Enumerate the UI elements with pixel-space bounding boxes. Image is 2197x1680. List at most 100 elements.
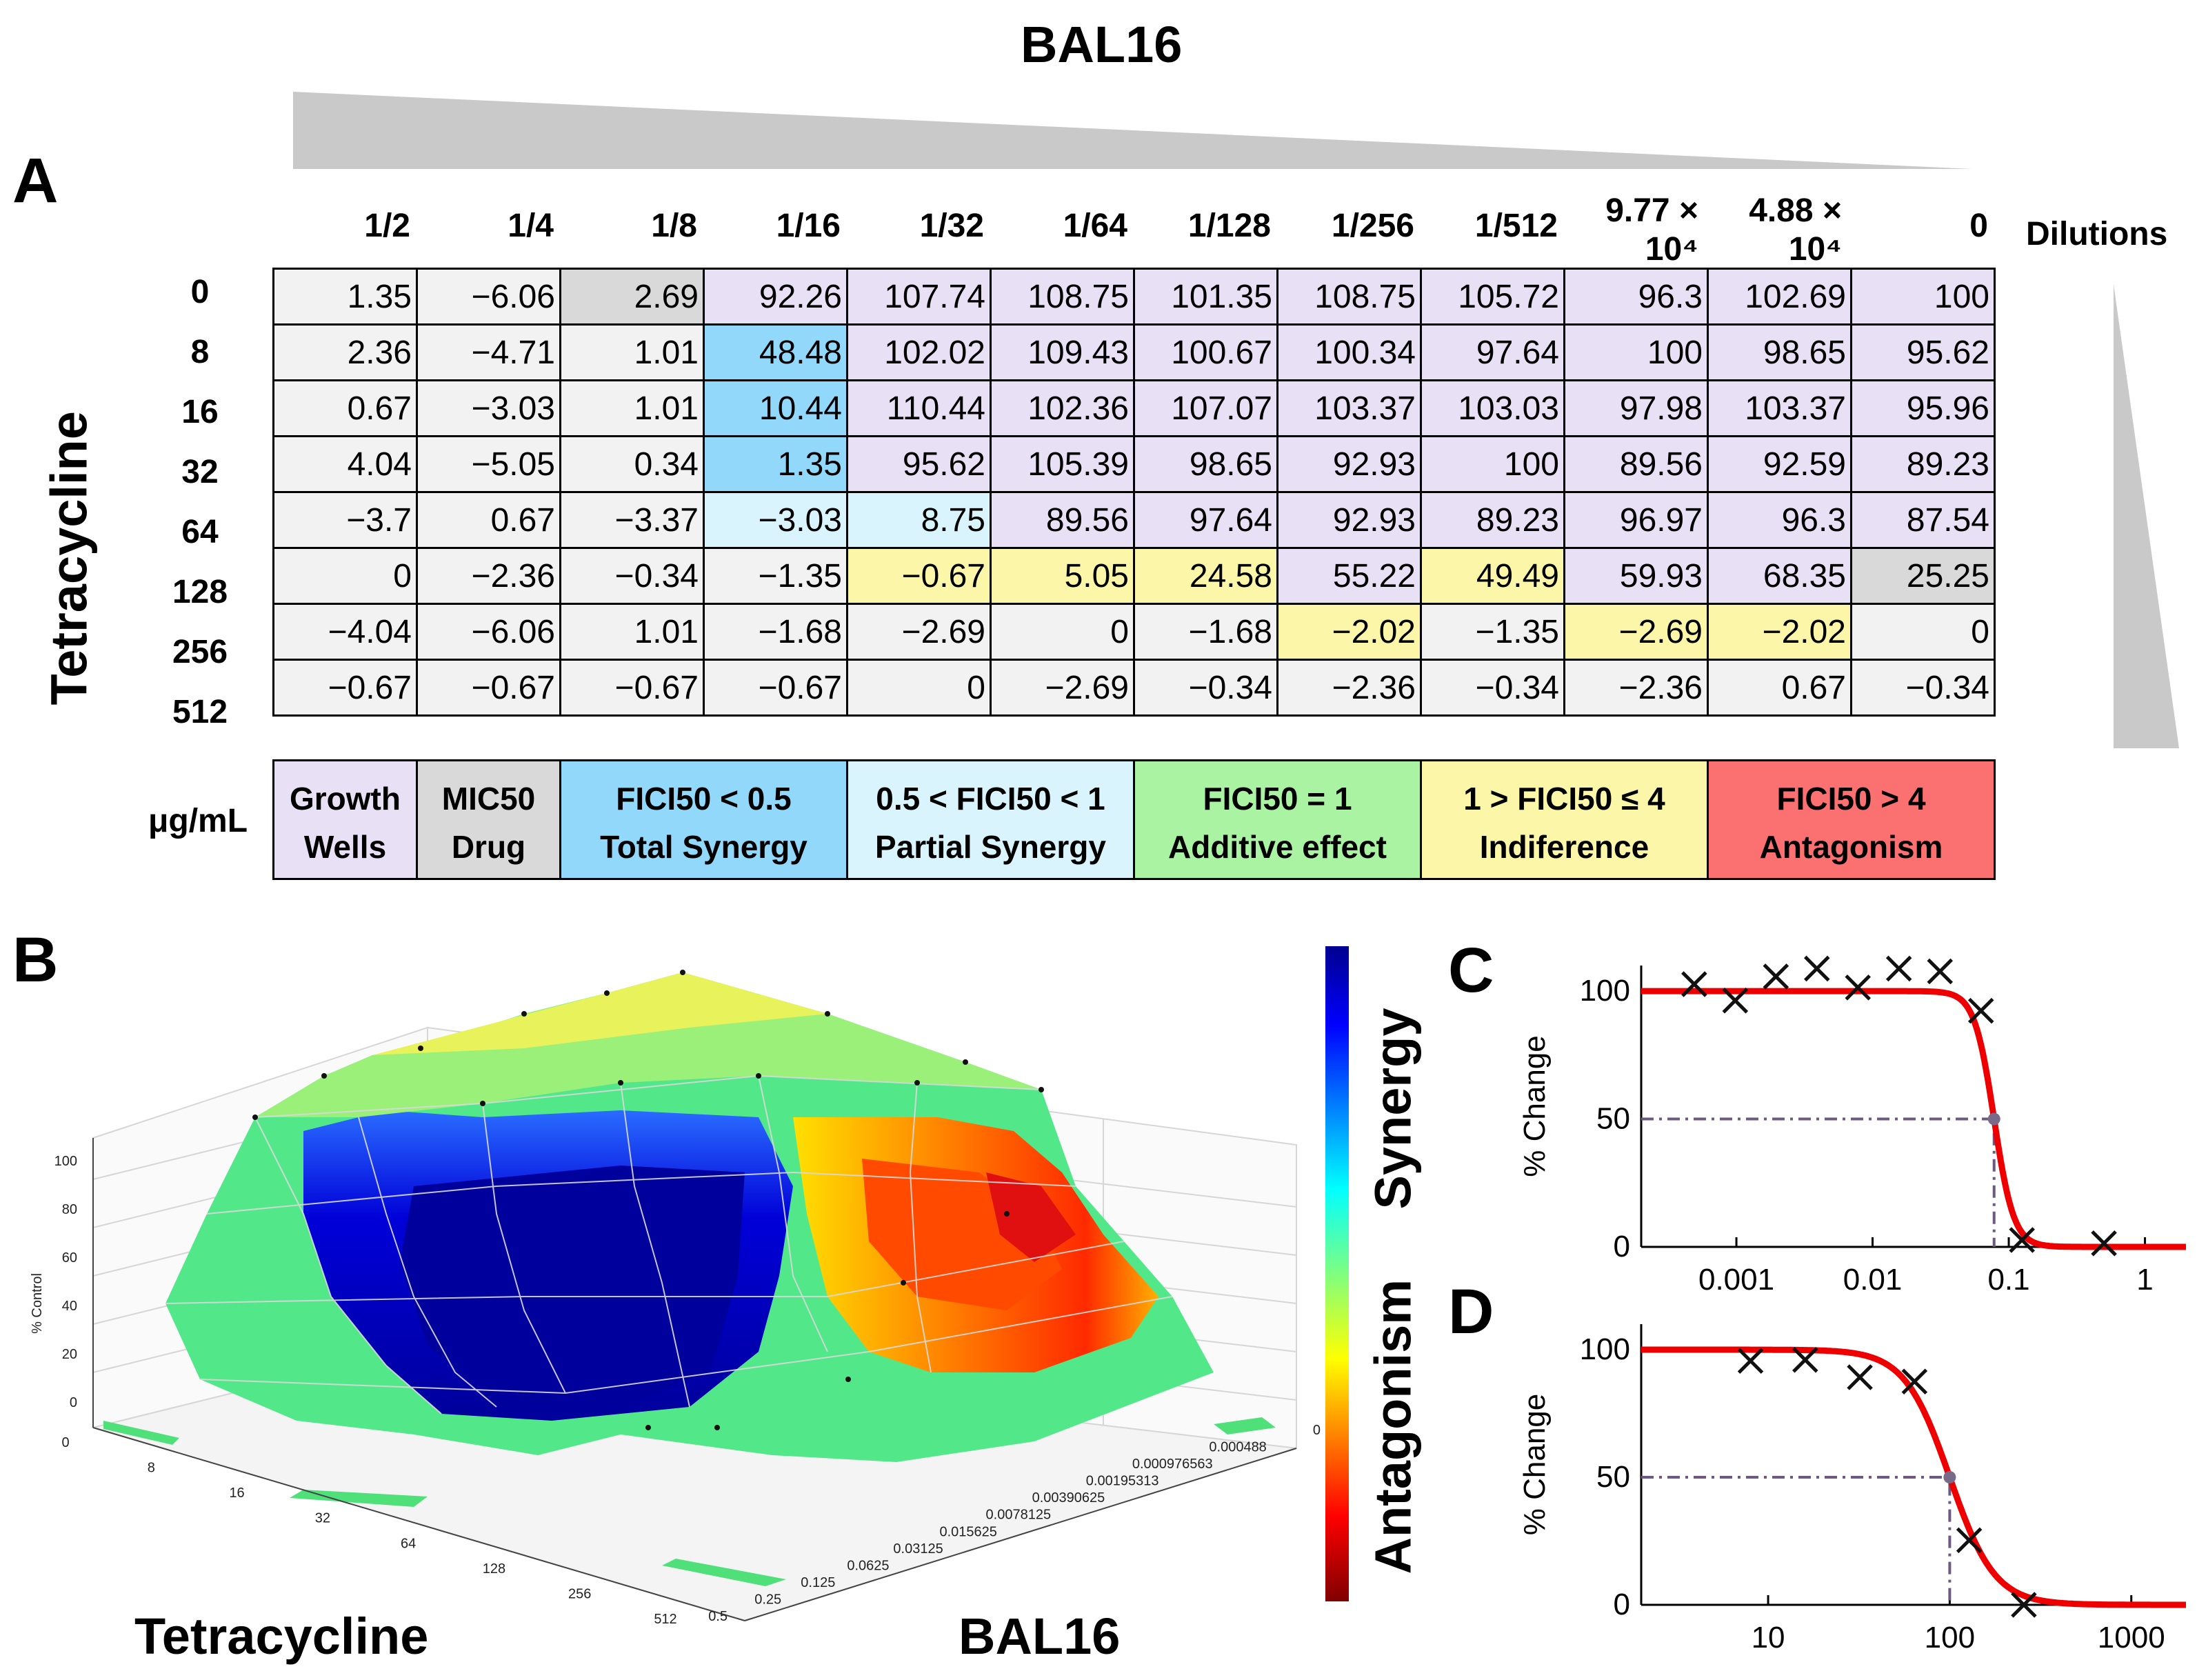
checker-cell: 48.48 [703, 323, 848, 381]
column-label: 1/16 [776, 208, 841, 244]
checker-cell: −1.35 [1420, 603, 1565, 661]
y-axis-title: % Change [1518, 1394, 1552, 1535]
checker-row: −3.7 0.67 −3.37 −3.03 8.75 89.56 97.64 92.93 89.… [272, 491, 1996, 549]
checker-cell: 96.3 [1563, 268, 1709, 326]
checker-row: 0.67 −3.03 1.01 10.44 110.44 102.36 107.07 103.… [272, 379, 1996, 437]
checker-cell: 0 [846, 659, 992, 717]
row-label: 256 [172, 634, 228, 670]
checker-cell: −0.34 [1420, 659, 1565, 717]
checker-cell: 98.65 [1707, 323, 1852, 381]
checker-cell: 1.35 [272, 268, 418, 326]
y-tick-label: 50 [1596, 1102, 1630, 1136]
bal16-axis-title: BAL16 [959, 1608, 1121, 1665]
checker-cell: 102.36 [990, 379, 1135, 437]
data-point-marker [2091, 1230, 2117, 1257]
data-point-marker [1967, 997, 1994, 1024]
z-axis-title: % Control [30, 1273, 45, 1334]
dilutions-label: Dilutions [2026, 216, 2168, 252]
checker-cell: 103.37 [1276, 379, 1422, 437]
legend-line-1: FICI50 < 0.5 [616, 780, 792, 817]
column-label: 1/64 [1063, 208, 1127, 244]
legend-line-1: FICI50 = 1 [1203, 780, 1352, 817]
bal16-tick-label: 0.00390625 [1032, 1490, 1105, 1506]
checker-cell: −6.06 [416, 268, 561, 326]
legend-line-2: Wells [303, 828, 387, 865]
row-label: 128 [172, 574, 228, 610]
checker-cell: 24.58 [1133, 547, 1278, 605]
legend-cell: FICI50 > 4 Antagonism [1707, 759, 1996, 880]
checker-cell: 100 [1420, 435, 1565, 493]
legend-cell: Growth Wells [272, 759, 418, 880]
checker-cell: 2.36 [272, 323, 418, 381]
checker-cell: 97.64 [1420, 323, 1565, 381]
checker-cell: −1.35 [703, 547, 848, 605]
checker-cell: 105.72 [1420, 268, 1565, 326]
checker-row: −4.04 −6.06 1.01 −1.68 −2.69 0 −1.68 −2.02 −1.35… [272, 603, 1996, 661]
data-point-marker [1737, 1348, 1764, 1374]
response-surface [165, 972, 1214, 1462]
checker-cell: 89.23 [1420, 491, 1565, 549]
checker-cell: 25.25 [1850, 547, 1996, 605]
x-tick-label: 1000 [2098, 1621, 2165, 1654]
checker-cell: 4.04 [272, 435, 418, 493]
tetracycline-tick-label: 512 [654, 1612, 676, 1627]
data-point-marker [1885, 955, 1912, 982]
data-point-marker [2011, 1592, 2037, 1618]
bal16-tick-label: 0.0078125 [986, 1508, 1052, 1523]
checker-cell: 95.62 [846, 435, 992, 493]
data-point-marker [1804, 955, 1830, 982]
checker-cell: 49.49 [1420, 547, 1565, 605]
bal16-tick-label: 0.000976563 [1132, 1457, 1213, 1472]
checker-cell: 87.54 [1850, 491, 1996, 549]
checker-cell: −1.68 [1133, 603, 1278, 661]
surface-data-points [252, 970, 1044, 1430]
checker-cell: 96.97 [1563, 491, 1709, 549]
checker-cell: −3.37 [559, 491, 705, 549]
column-label: 4.88 × 10⁴ [1749, 192, 1842, 268]
checker-cell: 1.01 [559, 323, 705, 381]
checker-cell: 98.65 [1133, 435, 1278, 493]
checker-cell: −2.69 [1563, 603, 1709, 661]
column-label: 1/4 [508, 208, 554, 244]
checker-cell: −0.67 [846, 547, 992, 605]
x-tick-label: 1 [2136, 1263, 2153, 1297]
y-tick-label: 100 [1580, 1332, 1630, 1366]
colorbar [1325, 946, 1349, 1601]
checker-cell: 97.64 [1133, 491, 1278, 549]
legend-line-1: Growth [290, 780, 401, 817]
surface-mesh [165, 1074, 1173, 1414]
surface-tick-labels: 0 20 40 60 80 100 0 8 16 32 64 128 256 512 0 0.000488 0.… [54, 1154, 1321, 1627]
checker-row: 0 −2.36 −0.34 −1.35 −0.67 5.05 24.58 55.22 49.49… [272, 547, 1996, 605]
checker-cell: 0 [272, 547, 418, 605]
legend-line-2: Additive effect [1168, 828, 1387, 865]
checker-cell: 95.96 [1850, 379, 1996, 437]
legend-cell: FICI50 = 1 Additive effect [1133, 759, 1422, 880]
panel-d-label: D [1448, 1277, 1494, 1347]
antagonism-label: Antagonism [1364, 1279, 1422, 1574]
checker-cell: −0.67 [703, 659, 848, 717]
bal16-tick-label: 0.25 [754, 1592, 781, 1607]
floor-patches [103, 1417, 1276, 1586]
checker-cell: 1.01 [559, 603, 705, 661]
y-tick-label: 0 [1614, 1230, 1630, 1263]
tetracycline-tick-label: 0 [61, 1435, 69, 1450]
legend-table: Growth Wells MIC50 Drug FICI50 < 0.5 Total Sy… [272, 759, 1996, 880]
tetracycline-tick-label: 256 [568, 1586, 591, 1601]
checker-cell: −0.34 [1133, 659, 1278, 717]
checker-cell: 0.67 [416, 491, 561, 549]
checker-cell: 108.75 [1276, 268, 1422, 326]
data-point-marker [1722, 988, 1749, 1014]
ic50-guide [1641, 1476, 1952, 1605]
checker-row: −0.67 −0.67 −0.67 −0.67 0 −2.69 −0.34 −2.36 −0.3… [272, 659, 1996, 717]
legend-line-2: Drug [451, 828, 526, 865]
legend-line-1: 0.5 < FICI50 < 1 [876, 780, 1105, 817]
fit-curve [1641, 988, 2186, 1250]
data-point-marker [1792, 1347, 1818, 1373]
checker-cell: 92.93 [1276, 435, 1422, 493]
ic50-point [1943, 1471, 1956, 1483]
dilution-gradient-wedge [293, 92, 2179, 748]
x-tick-label: 100 [1925, 1621, 1975, 1654]
checker-cell: 103.03 [1420, 379, 1565, 437]
bal16-tick-label: 0.03125 [893, 1541, 943, 1557]
legend-line-1: FICI50 > 4 [1776, 780, 1926, 817]
